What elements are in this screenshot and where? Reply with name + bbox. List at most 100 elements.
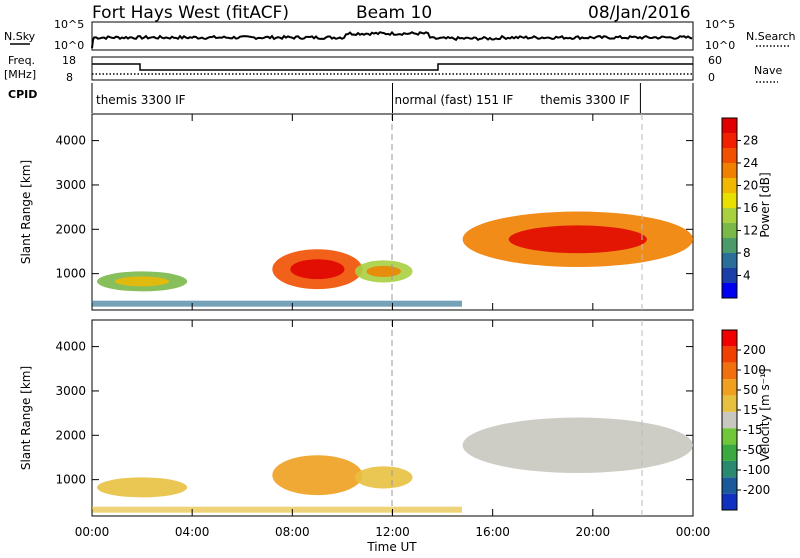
- colorbar-tick-label: 16: [743, 201, 758, 215]
- colorbar-swatch: [722, 379, 737, 396]
- y-tick-label: 3000: [55, 384, 86, 398]
- nsky-tick-high: 10^5: [54, 18, 84, 31]
- colorbar-swatch: [722, 163, 737, 178]
- power-scatter-core: [366, 265, 402, 277]
- y-tick-label: 2000: [55, 428, 86, 442]
- x-tick-label: 00:00: [75, 525, 110, 539]
- y-tick-label: 3000: [55, 178, 86, 192]
- colorbar-swatch: [722, 223, 737, 238]
- power-y-label: Slant Range [km]: [19, 160, 33, 264]
- y-tick-label: 2000: [55, 222, 86, 236]
- x-tick-label: 16:00: [475, 525, 510, 539]
- nsearch-tick-low: 10^0: [705, 39, 735, 52]
- x-tick-label: 04:00: [175, 525, 210, 539]
- nsearch-label: N.Search: [746, 30, 796, 43]
- station-title: Fort Hays West (fitACF): [92, 3, 289, 23]
- freq-label: Freq.: [8, 54, 35, 67]
- velocity-scatter-region: [97, 477, 188, 498]
- colorbar-swatch: [722, 148, 737, 163]
- power-scatter-core: [508, 225, 647, 254]
- colorbar-tick-label: 4: [743, 269, 751, 283]
- power-bar-label: Power [dB]: [758, 172, 772, 237]
- velocity-y-ticks: 1000 2000 3000 4000: [55, 340, 693, 487]
- y-tick-label: 1000: [55, 267, 86, 281]
- cpid-segment-label: themis 3300 IF: [96, 93, 186, 107]
- beam-title: Beam 10: [356, 3, 432, 23]
- colorbar-tick-label: -200: [743, 483, 770, 497]
- velocity-scatter-region: [272, 455, 363, 496]
- colorbar-swatch: [722, 346, 737, 363]
- colorbar-swatch: [722, 253, 737, 268]
- nave-tick-high: 60: [708, 54, 722, 67]
- nave-label: Nave: [754, 64, 782, 77]
- colorbar-tick-label: 15: [743, 403, 758, 417]
- freq-trace: [92, 63, 693, 71]
- freq-tick-low: 8: [66, 71, 73, 84]
- colorbar-tick-label: 20: [743, 179, 758, 193]
- y-tick-label: 4000: [55, 134, 86, 148]
- x-tick-label: 12:00: [375, 525, 410, 539]
- colorbar-swatch: [722, 460, 737, 478]
- colorbar-tick-label: 12: [743, 224, 758, 238]
- colorbar-tick-label: 100: [743, 363, 766, 377]
- power-y-ticks: 1000 2000 3000 4000: [55, 134, 693, 281]
- y-tick-label: 1000: [55, 473, 86, 487]
- power-ground-scatter: [92, 300, 462, 307]
- cpid-segment-label: themis 3300 IF: [540, 93, 630, 107]
- colorbar-swatch: [722, 283, 737, 298]
- colorbar-tick-label: 24: [743, 156, 758, 170]
- colorbar-swatch: [722, 268, 737, 283]
- colorbar-tick-label: -50: [743, 443, 763, 457]
- colorbar-frame: [721, 329, 738, 511]
- y-tick-label: 4000: [55, 340, 86, 354]
- colorbar-swatch: [722, 493, 737, 510]
- colorbar-tick-label: -15: [743, 423, 763, 437]
- cpid-segments: themis 3300 IF normal (fast) 151 IF themis…: [96, 83, 641, 113]
- date-title: 08/Jan/2016: [588, 3, 691, 23]
- nsky-label: N.Sky: [4, 30, 36, 43]
- colorbar-swatch: [722, 477, 737, 494]
- x-tick-label: 20:00: [576, 525, 611, 539]
- colorbar-swatch: [722, 362, 737, 380]
- velocity-ground-scatter: [92, 506, 462, 513]
- power-colorbar: 4 8 12 16 20 24 28: [721, 117, 758, 299]
- colorbar-swatch: [722, 411, 737, 429]
- x-axis-label: Time UT: [366, 540, 417, 554]
- power-data: [92, 211, 693, 307]
- cpid-segment-label: normal (fast) 151 IF: [395, 93, 514, 107]
- colorbar-swatch: [722, 444, 737, 461]
- colorbar-tick-label: 8: [743, 246, 751, 260]
- x-ticks: 00:00 04:00 08:00 12:00 16:00 20:00 00:00: [75, 114, 711, 539]
- velocity-colorbar: 200 100 50 15 -15 -50 -100 -200: [721, 329, 770, 511]
- colorbar-swatch: [722, 193, 737, 208]
- velocity-panel: [91, 319, 694, 517]
- x-tick-label: 00:00: [676, 525, 711, 539]
- power-scatter-core: [290, 259, 345, 280]
- nave-tick-low: 0: [708, 71, 715, 84]
- x-tick-label: 08:00: [275, 525, 310, 539]
- nsky-strip: [91, 21, 694, 51]
- cpid-label: CPID: [8, 88, 37, 101]
- colorbar-swatch: [722, 238, 737, 253]
- colorbar-tick-label: -100: [743, 463, 770, 477]
- colorbar-tick-label: 50: [743, 383, 758, 397]
- colorbar-tick-label: 28: [743, 134, 758, 148]
- colorbar-swatch: [722, 118, 737, 133]
- nsky-tick-low: 10^0: [54, 39, 84, 52]
- nsky-trace: [91, 30, 693, 49]
- colorbar-swatch: [722, 133, 737, 148]
- freq-tick-high: 18: [62, 54, 76, 67]
- nsearch-tick-high: 10^5: [705, 18, 735, 31]
- colorbar-swatch: [722, 330, 737, 347]
- velocity-bar-label: Velocity [m s⁻¹]: [758, 368, 772, 461]
- power-panel: [91, 113, 694, 311]
- freq-unit-label: [MHz]: [4, 68, 36, 81]
- velocity-y-label: Slant Range [km]: [19, 366, 33, 470]
- freq-strip: [91, 56, 694, 81]
- power-scatter-core: [115, 276, 170, 287]
- velocity-data: [92, 417, 693, 513]
- colorbar-swatch: [722, 208, 737, 223]
- velocity-scatter-region: [354, 466, 413, 489]
- colorbar-tick-label: 200: [743, 343, 766, 357]
